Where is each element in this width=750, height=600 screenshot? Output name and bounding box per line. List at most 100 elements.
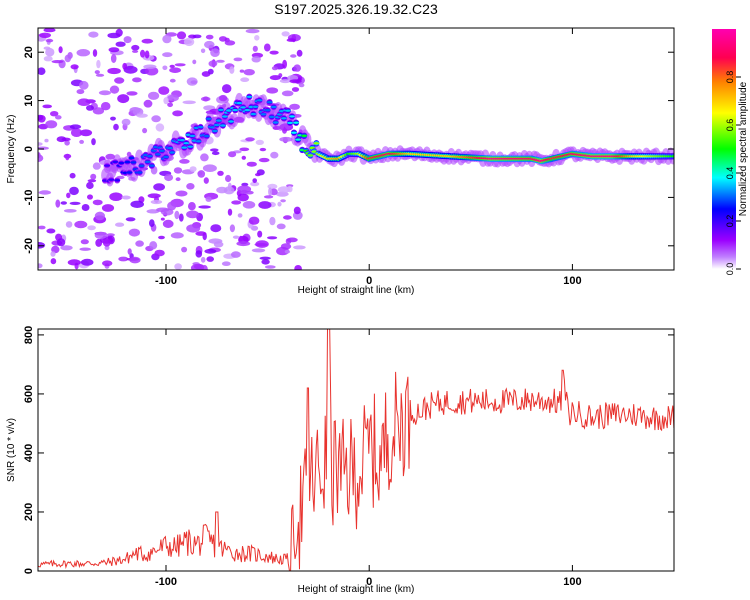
spectrogram-ridge-cell <box>179 139 186 142</box>
spectrogram-y-label: Frequency (Hz) <box>6 115 17 184</box>
spectrogram-noise-cell <box>208 60 218 67</box>
spectrogram-noise-cell <box>43 28 56 33</box>
spectrogram-ridge-cell <box>266 101 273 104</box>
spectrogram-noise-cell <box>92 162 101 170</box>
spectrogram-noise-cell <box>125 217 136 222</box>
spectrogram-ridge-cell <box>270 105 277 109</box>
spectrogram-noise-cell <box>210 224 222 233</box>
spectrogram-ridge-cell <box>287 121 293 125</box>
snr-y-tick-label: 600 <box>23 385 35 403</box>
spectrogram-ridge-cell <box>144 160 151 164</box>
spectrogram-noise-cell <box>121 195 131 200</box>
spectrogram-ridge-cell <box>187 145 194 148</box>
spectrogram-noise-cell <box>296 49 303 57</box>
colorbar-tick-label: 0.0 <box>725 263 735 276</box>
spectrogram-ridge-cell <box>154 153 161 156</box>
spectrogram-y-ticks: -20 -10 0 10 20 <box>23 46 674 254</box>
spectrogram-noise-cell <box>279 136 293 142</box>
spectrogram-noise-cell <box>94 231 108 239</box>
spectrogram-noise-cell <box>240 77 250 82</box>
spectrogram-noise-cell <box>92 199 103 206</box>
spectrogram-noise-cell <box>181 246 188 253</box>
spectrogram-noise-cell <box>115 28 123 37</box>
spectrogram-noise-cell <box>261 259 270 265</box>
spectrogram-noise-cell <box>132 49 139 53</box>
spectrogram-ridge-cell <box>236 101 243 105</box>
spectrogram-noise-cell <box>109 85 120 94</box>
spectrogram-ridge-cell <box>163 155 169 159</box>
spectrogram-noise-cell <box>283 215 292 220</box>
snr-y-ticks: 0 200 400 600 800 <box>23 326 674 574</box>
spectrogram-noise-cell <box>80 258 94 266</box>
spectrogram-noise-cell <box>105 153 116 160</box>
spectrogram-noise-cell <box>92 49 98 57</box>
spectrogram-noise-cell <box>264 265 276 269</box>
spectrogram-noise-cell <box>246 161 257 167</box>
spectrogram-noise-cell <box>298 83 305 88</box>
spectrogram-noise-cell <box>45 120 58 129</box>
spectrogram-noise-cell <box>76 49 91 57</box>
spectrogram-noise-cell <box>232 235 240 239</box>
spectrogram-noise-cell <box>174 210 180 220</box>
spectrogram-noise-cell <box>94 70 100 75</box>
spectrogram-noise-cell <box>45 38 54 43</box>
spectrogram-ridge-cell <box>118 161 125 165</box>
spectrogram-ridge-cell <box>130 161 137 164</box>
spectrogram-noise-cell <box>109 192 123 201</box>
spectrogram-noise-cell <box>192 59 197 65</box>
spectrogram-noise-cell <box>169 64 175 68</box>
spectrogram-noise-cell <box>282 59 287 69</box>
spectrogram-noise-cell <box>269 75 281 81</box>
spectrogram-y-tick-label: -10 <box>23 189 35 205</box>
spectrogram-noise-cell <box>186 183 195 190</box>
spectrogram-noise-cell <box>242 201 256 209</box>
spectrogram-noise-cell <box>200 48 206 54</box>
spectrogram-ridge-cell <box>167 146 174 150</box>
spectrogram-ridge-cell <box>295 138 302 141</box>
spectrogram-noise-cell <box>60 245 73 251</box>
spectrogram-noise-cell <box>115 41 126 47</box>
spectrogram-ridge-cell <box>211 129 218 133</box>
spectrogram-noise-cell <box>233 57 243 62</box>
spectrogram-noise-cell <box>66 192 71 199</box>
spectrogram-noise-cell <box>44 138 49 143</box>
spectrogram-ridge-cell <box>148 164 155 167</box>
spectrogram-noise-cell <box>237 213 243 218</box>
spectrogram-noise-cell <box>221 261 231 267</box>
spectrogram-noise-cell <box>79 129 93 137</box>
spectrogram-noise-cell <box>190 263 205 270</box>
spectrogram-x-label: Height of straight line (km) <box>298 285 415 296</box>
spectrogram-noise-cell <box>50 258 57 265</box>
spectrogram-noise-cell <box>279 79 291 84</box>
spectrogram-noise-cell <box>174 63 186 67</box>
spectrogram-noise-cell <box>104 245 110 251</box>
spectrogram-noise-cell <box>42 104 52 109</box>
colorbar-tick-label: 0.2 <box>725 215 735 228</box>
spectrogram-x-tick-label: -100 <box>155 275 177 287</box>
spectrogram-noise-cell <box>179 159 190 164</box>
spectrogram-noise-cell <box>186 210 200 219</box>
spectrogram-ridge-cell <box>260 113 267 116</box>
spectrogram-noise-cell <box>289 79 302 84</box>
spectrogram-ridge-cell <box>671 155 674 158</box>
spectrogram-ridge-cell <box>219 124 226 127</box>
spectrogram-ridge-cell <box>293 121 300 124</box>
snr-y-tick-label: 800 <box>23 326 35 344</box>
spectrogram-noise-cell <box>70 64 79 70</box>
spectrogram-noise-cell <box>294 265 302 270</box>
spectrogram-noise-cell <box>172 110 184 117</box>
spectrogram-noise-cell <box>64 54 72 63</box>
spectrogram-noise-cell <box>195 231 207 236</box>
spectrogram-y-tick-label: 20 <box>23 46 35 58</box>
spectrogram-noise-cell <box>270 151 279 159</box>
spectrogram-ridge-cell <box>169 151 176 154</box>
spectrogram-noise-cell <box>77 98 91 106</box>
spectrogram-ridge-cell <box>181 146 188 149</box>
spectrogram-noise-cell <box>127 248 132 255</box>
spectrogram-noise-cell <box>211 151 220 156</box>
snr-x-tick-label: -100 <box>155 576 177 588</box>
spectrogram-noise-cell <box>216 59 225 63</box>
spectrogram-noise-cell <box>144 50 150 59</box>
spectrogram-noise-cell <box>183 37 195 47</box>
spectrogram-noise-cell <box>284 249 291 254</box>
